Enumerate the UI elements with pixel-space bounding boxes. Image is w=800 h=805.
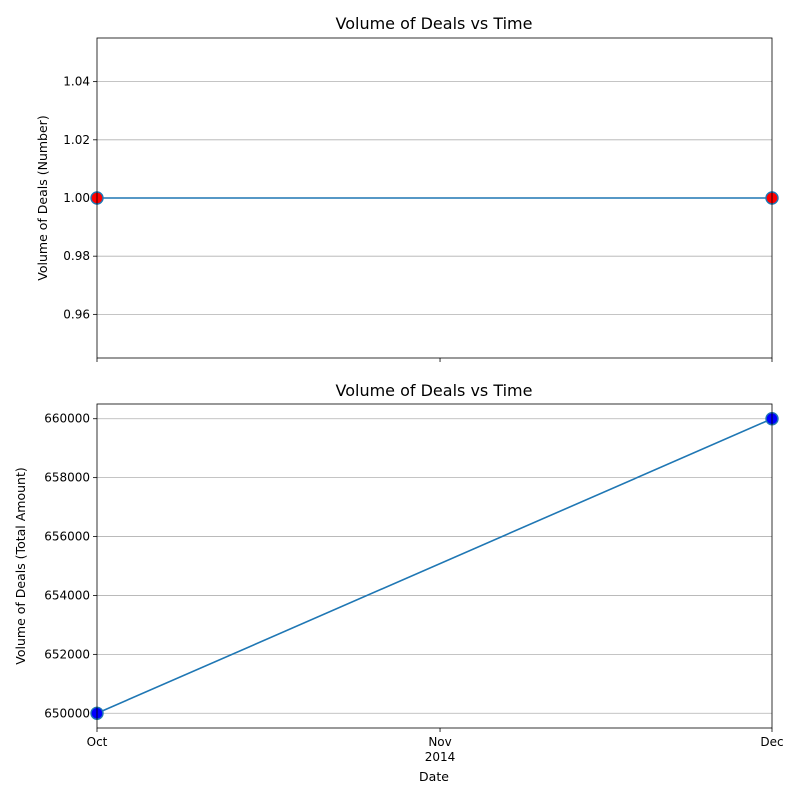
bottom-y-tick-label: 652000 xyxy=(44,647,90,661)
top-axes-frame xyxy=(96,37,773,359)
bottom-x-tick-label: Oct xyxy=(87,735,108,749)
bottom-y-tick-label: 650000 xyxy=(44,706,90,720)
bottom-x-axis-label: Date xyxy=(419,769,449,784)
top-y-tick-label: 0.98 xyxy=(63,249,90,263)
bottom-x-tick-label: Dec xyxy=(760,735,783,749)
top-y-tick-label: 0.96 xyxy=(63,307,90,321)
bottom-chart-title: Volume of Deals vs Time xyxy=(336,381,533,400)
top-y-tick-label: 1.04 xyxy=(63,75,90,89)
top-y-tick-label: 1.00 xyxy=(63,191,90,205)
bottom-y-tick-label: 654000 xyxy=(44,588,90,602)
top-y-axis-label: Volume of Deals (Number) xyxy=(35,115,50,280)
bottom-subplot: Volume of Deals vs Time Volume of Deals … xyxy=(13,381,784,784)
top-subplot: Volume of Deals vs Time Volume of Deals … xyxy=(35,14,779,362)
bottom-x-tick-sublabel: 2014 xyxy=(425,750,456,764)
bottom-y-tick-label: 656000 xyxy=(44,530,90,544)
top-y-tick-label: 1.02 xyxy=(63,133,90,147)
bottom-series-line xyxy=(96,417,773,715)
top-chart-title: Volume of Deals vs Time xyxy=(336,14,533,33)
bottom-y-tick-label: 660000 xyxy=(44,412,90,426)
bottom-y-tick-label: 658000 xyxy=(44,471,90,485)
bottom-x-tick-label: Nov xyxy=(428,735,451,749)
bottom-axes-frame xyxy=(96,403,773,729)
bottom-y-axis-label: Volume of Deals (Total Amount) xyxy=(13,467,28,664)
